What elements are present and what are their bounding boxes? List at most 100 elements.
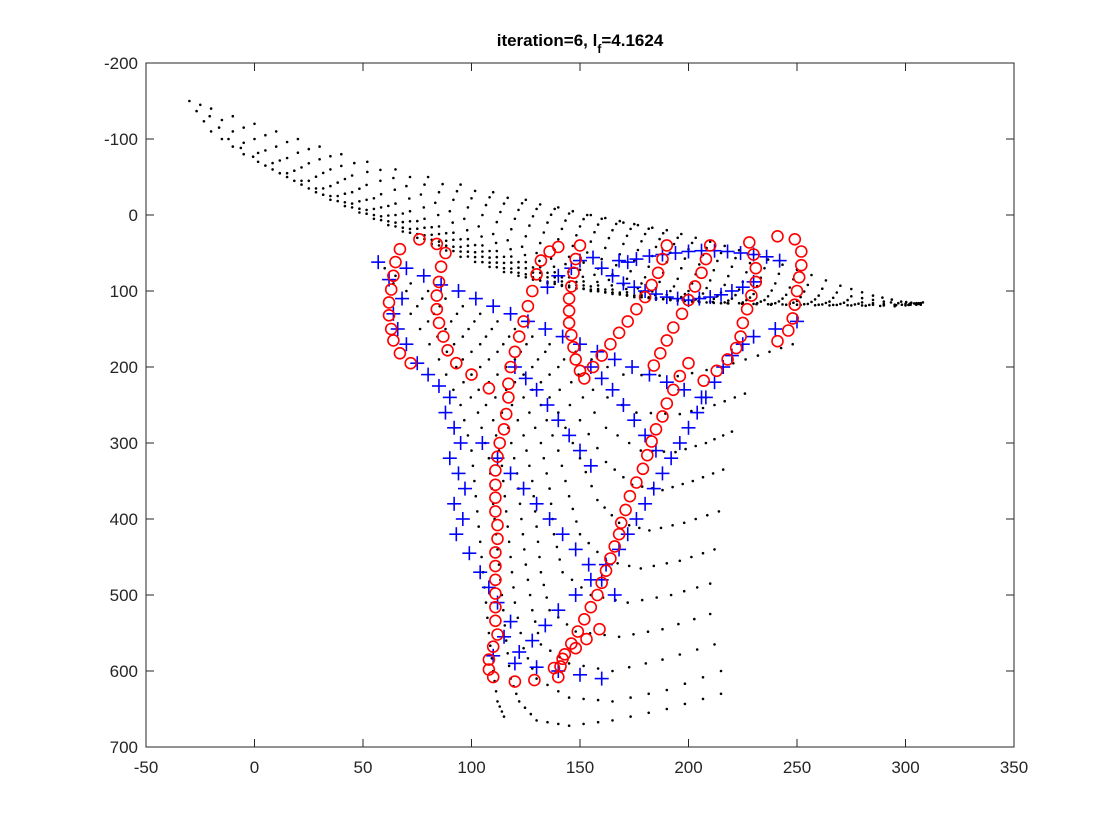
dot-marker: [535, 719, 538, 722]
dot-marker: [647, 296, 650, 299]
circle-marker: [586, 360, 600, 374]
dot-marker: [835, 291, 839, 294]
dot-marker: [517, 274, 520, 278]
dot-marker: [518, 502, 522, 506]
dot-marker: [408, 231, 412, 234]
dot-marker: [549, 213, 553, 216]
plus-marker: [555, 329, 570, 344]
y-tick-label: -200: [104, 54, 138, 73]
dot-marker: [784, 303, 788, 307]
dot-marker: [831, 296, 835, 300]
circle-marker: [688, 280, 702, 293]
dot-marker: [596, 223, 600, 226]
dot-marker: [919, 301, 922, 305]
dot-marker: [737, 288, 741, 291]
dot-marker: [539, 441, 543, 445]
dot-marker: [423, 217, 426, 221]
dot-marker: [719, 692, 723, 696]
dot-marker: [188, 99, 191, 103]
chart-title-suffix: =4.1624: [601, 31, 663, 50]
dot-marker: [418, 327, 422, 331]
dot-marker: [535, 251, 538, 255]
dot-marker: [426, 175, 430, 179]
dot-marker: [571, 441, 575, 445]
circle-marker: [489, 587, 502, 600]
circle-marker: [771, 334, 784, 348]
circle-marker: [651, 266, 665, 280]
circle-marker: [489, 505, 502, 518]
dot-marker: [616, 434, 619, 437]
dot-marker: [768, 350, 771, 354]
dot-marker: [582, 722, 585, 726]
dot-marker: [564, 426, 567, 430]
dot-marker: [535, 677, 538, 680]
x-tick-label: 0: [250, 758, 259, 777]
circle-marker: [612, 326, 626, 340]
plus-marker: [525, 633, 540, 648]
circle-marker: [740, 302, 754, 316]
dot-marker: [484, 403, 488, 407]
dot-marker: [209, 130, 213, 133]
dot-marker: [712, 268, 716, 272]
circle-marker: [647, 359, 661, 372]
dot-marker: [503, 494, 507, 498]
plus-marker: [555, 527, 570, 542]
circle-marker: [786, 312, 800, 325]
dot-marker: [478, 540, 482, 544]
circle-marker: [564, 280, 578, 293]
y-tick-label: 700: [110, 738, 138, 757]
plus-marker: [451, 284, 466, 298]
dot-marker: [611, 669, 614, 673]
dot-marker: [502, 479, 505, 483]
dot-marker: [658, 237, 661, 241]
plus-marker: [586, 250, 601, 265]
circle-marker: [486, 670, 500, 684]
dot-marker: [659, 526, 663, 530]
dot-marker: [506, 239, 510, 242]
dot-marker: [437, 225, 441, 228]
dot-marker: [441, 182, 444, 186]
dot-marker: [570, 578, 574, 582]
plus-marker: [503, 306, 518, 321]
circle-marker: [656, 410, 669, 423]
plus-marker: [707, 375, 722, 390]
dot-marker: [690, 371, 694, 375]
dot-marker: [690, 409, 693, 413]
dot-marker: [535, 207, 538, 211]
dot-marker: [296, 151, 300, 154]
plus-marker: [451, 466, 466, 481]
dot-marker: [470, 449, 473, 452]
dot-marker: [387, 220, 390, 223]
dot-marker: [452, 342, 456, 346]
dot-marker: [589, 213, 593, 217]
plus-marker: [573, 667, 587, 682]
dot-marker: [539, 570, 543, 574]
dot-marker: [524, 563, 528, 566]
plus-marker: [659, 290, 674, 305]
dot-marker: [372, 207, 376, 211]
plus-marker: [512, 645, 527, 659]
dot-marker: [444, 231, 448, 235]
dot-marker: [604, 288, 607, 291]
dot-marker: [507, 540, 511, 544]
axes-box: [145, 62, 1015, 748]
dot-marker: [416, 227, 419, 230]
dot-marker: [766, 295, 770, 298]
dot-marker: [491, 232, 495, 236]
dot-marker: [584, 470, 588, 474]
dot-marker: [781, 263, 784, 267]
dot-marker: [813, 298, 817, 301]
dot-marker: [617, 635, 621, 639]
dot-marker: [546, 276, 549, 279]
dot-marker: [635, 411, 638, 414]
dot-marker: [498, 705, 502, 708]
circle-marker: [489, 478, 502, 492]
dot-marker: [340, 164, 343, 168]
dot-marker: [474, 494, 478, 498]
circle-marker: [742, 236, 756, 249]
dot-marker: [477, 225, 481, 228]
circle-marker: [517, 315, 530, 328]
dot-marker: [603, 506, 606, 509]
dot-marker: [871, 294, 875, 297]
dot-marker: [610, 284, 614, 287]
